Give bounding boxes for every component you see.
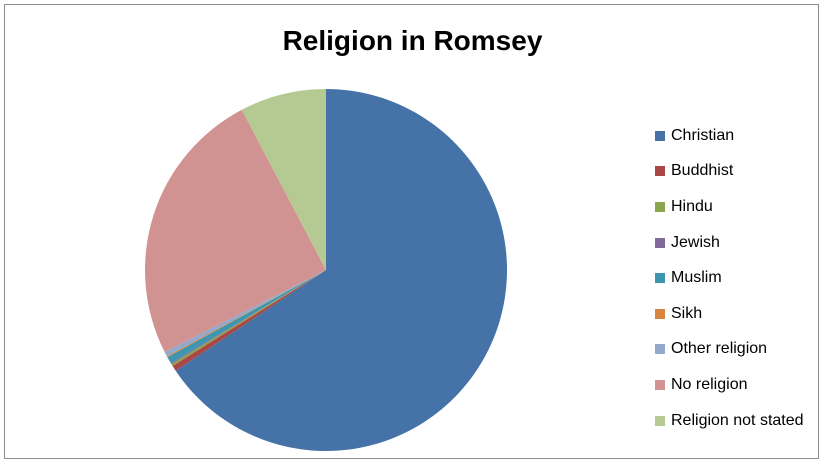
pie-chart <box>145 89 507 451</box>
legend-item: Sikh <box>655 296 804 332</box>
legend-item: Jewish <box>655 225 804 261</box>
legend-swatch <box>655 308 665 319</box>
pie-slice-hindu <box>171 270 326 367</box>
legend-swatch <box>655 237 665 248</box>
legend-swatch <box>655 344 665 355</box>
legend-label: Other religion <box>671 340 768 358</box>
legend-item: Christian <box>655 118 804 154</box>
pie-slice-christian <box>175 89 507 451</box>
legend: Christian Buddhist Hindu Jewish Muslim Sikh Ot… <box>655 118 804 438</box>
legend-swatch <box>655 415 665 426</box>
pie-slice-jewish <box>170 270 326 365</box>
legend-label: Sikh <box>671 304 703 322</box>
pie-slice-other-religion <box>164 270 326 357</box>
pie-slice-muslim <box>167 270 326 364</box>
legend-swatch <box>655 130 665 141</box>
chart-title: Religion in Romsey <box>282 25 543 56</box>
legend-item: Muslim <box>655 260 804 296</box>
legend-item: Buddhist <box>655 154 804 190</box>
legend-label: Buddhist <box>671 162 734 180</box>
legend-swatch <box>655 273 665 284</box>
legend-label: Hindu <box>671 197 713 215</box>
pie-slice-buddhist <box>172 270 326 371</box>
legend-item: Hindu <box>655 189 804 225</box>
pie-slice-religion-not-stated <box>241 89 326 270</box>
legend-label: Religion not stated <box>671 411 804 429</box>
legend-item: No religion <box>655 367 804 403</box>
pie-slice-sikh <box>166 270 326 358</box>
legend-item: Religion not stated <box>655 403 804 439</box>
legend-item: Other religion <box>655 332 804 368</box>
chart-area: Religion in Romsey Christian Buddhist Hind… <box>4 4 819 459</box>
legend-label: Jewish <box>671 233 720 251</box>
pie-slice-no-religion <box>145 109 326 353</box>
legend-label: Christian <box>671 126 735 144</box>
legend-label: Muslim <box>671 269 722 287</box>
legend-swatch <box>655 201 665 212</box>
legend-swatch <box>655 379 665 390</box>
legend-label: No religion <box>671 375 748 393</box>
legend-swatch <box>655 166 665 177</box>
